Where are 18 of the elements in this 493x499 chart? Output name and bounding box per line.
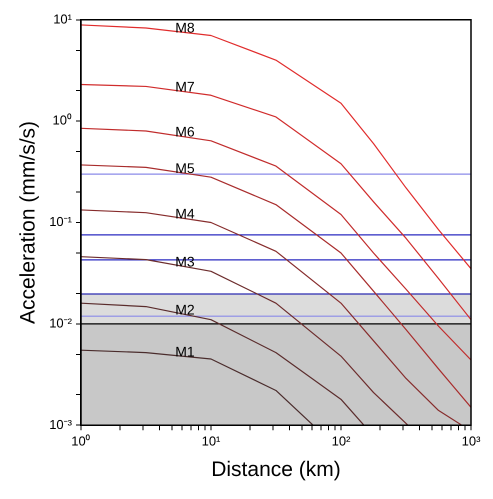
- x-axis-title: Distance (km): [211, 458, 341, 482]
- series-label: M5: [175, 160, 195, 176]
- x-tick-label: 10⁰: [71, 434, 91, 449]
- series-label: M7: [175, 78, 195, 95]
- y-tick-label: 10⁻³: [49, 416, 73, 432]
- y-tick-label: 10¹: [53, 11, 73, 26]
- series-label: M6: [175, 124, 195, 140]
- y-tick-label: 10⁻²: [49, 315, 73, 330]
- series-label: M8: [175, 19, 195, 36]
- y-tick-label: 10⁻¹: [49, 214, 73, 230]
- x-tick-label: 10²: [332, 434, 352, 449]
- x-tick-label: 10¹: [202, 434, 222, 449]
- series-label: M2: [175, 301, 195, 318]
- x-tick-label: 10³: [462, 434, 482, 449]
- y-axis-title: Acceleration (mm/s/s): [16, 120, 40, 324]
- y-tick-label: 10⁰: [52, 112, 72, 128]
- series-label: M4: [175, 205, 195, 222]
- series-label: M1: [175, 343, 195, 360]
